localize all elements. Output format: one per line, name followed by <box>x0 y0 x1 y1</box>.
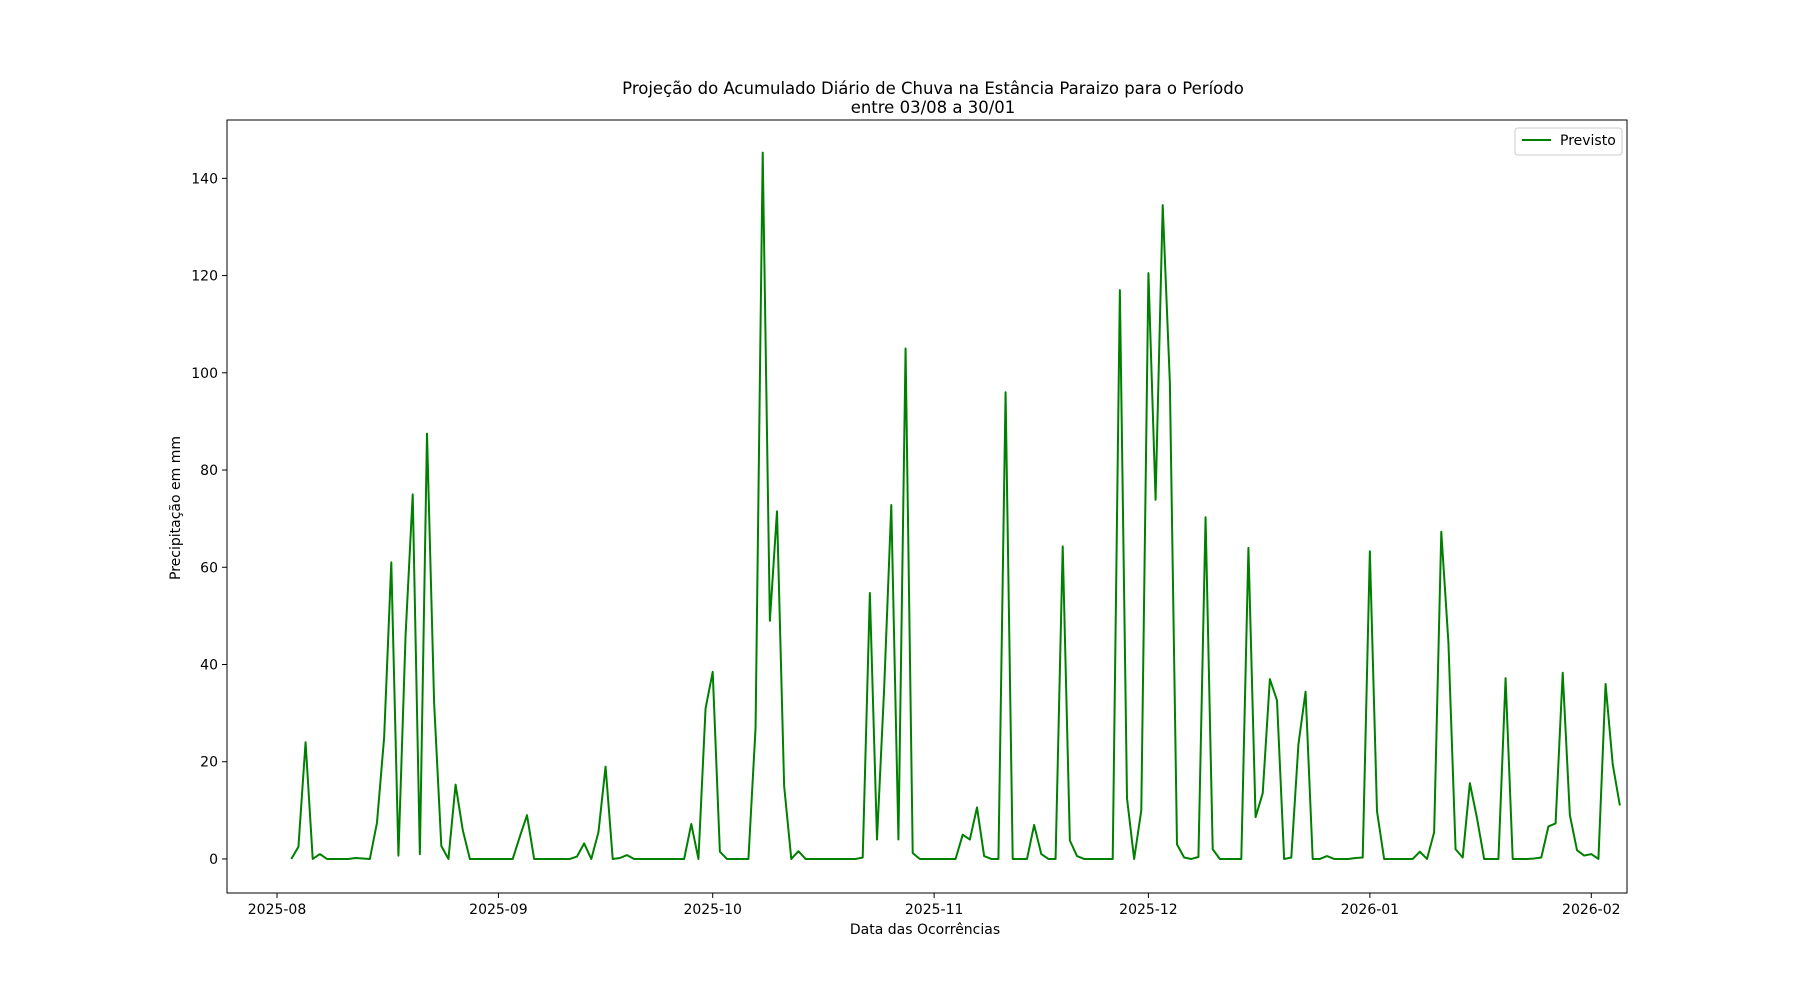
chart-title: Projeção do Acumulado Diário de Chuva na… <box>622 79 1244 117</box>
x-tick-label: 2025-10 <box>683 902 742 918</box>
chart-title-line-2: entre 03/08 a 30/01 <box>851 98 1016 117</box>
series-line-previsto <box>290 151 1621 860</box>
chart-title-line-1: Projeção do Acumulado Diário de Chuva na… <box>622 79 1244 98</box>
x-tick-label: 2025-09 <box>469 902 528 918</box>
x-tick-label: 2025-11 <box>905 902 964 918</box>
legend: Previsto <box>1514 127 1623 156</box>
plot-area: 2025-08 2025-09 2025-10 2025-11 2025-12 2026-… <box>191 119 1628 918</box>
series-layer <box>290 151 1621 860</box>
x-tick-label: 2026-01 <box>1341 902 1400 918</box>
axes-frame <box>226 119 1628 894</box>
legend-box <box>1514 127 1623 156</box>
x-axis-ticks: 2025-08 2025-09 2025-10 2025-11 2025-12 2026-… <box>248 893 1621 918</box>
x-tick-label: 2025-12 <box>1119 902 1178 918</box>
y-tick-label: 120 <box>191 269 218 285</box>
legend-label-previsto: Previsto <box>1560 133 1616 149</box>
x-tick-label: 2026-02 <box>1562 902 1621 918</box>
y-tick-label: 60 <box>200 560 218 576</box>
y-axis-ticks: 0 20 40 60 80 100 120 140 <box>191 171 227 868</box>
x-axis-label: Data das Ocorrências <box>850 922 1000 938</box>
y-tick-label: 0 <box>209 852 218 868</box>
y-tick-label: 100 <box>191 366 218 382</box>
x-tick-label: 2025-08 <box>248 902 307 918</box>
y-tick-label: 140 <box>191 171 218 187</box>
y-tick-label: 40 <box>200 658 218 674</box>
y-tick-label: 20 <box>200 755 218 771</box>
y-axis-label: Precipitação em mm <box>168 436 184 580</box>
y-tick-label: 80 <box>200 463 218 479</box>
